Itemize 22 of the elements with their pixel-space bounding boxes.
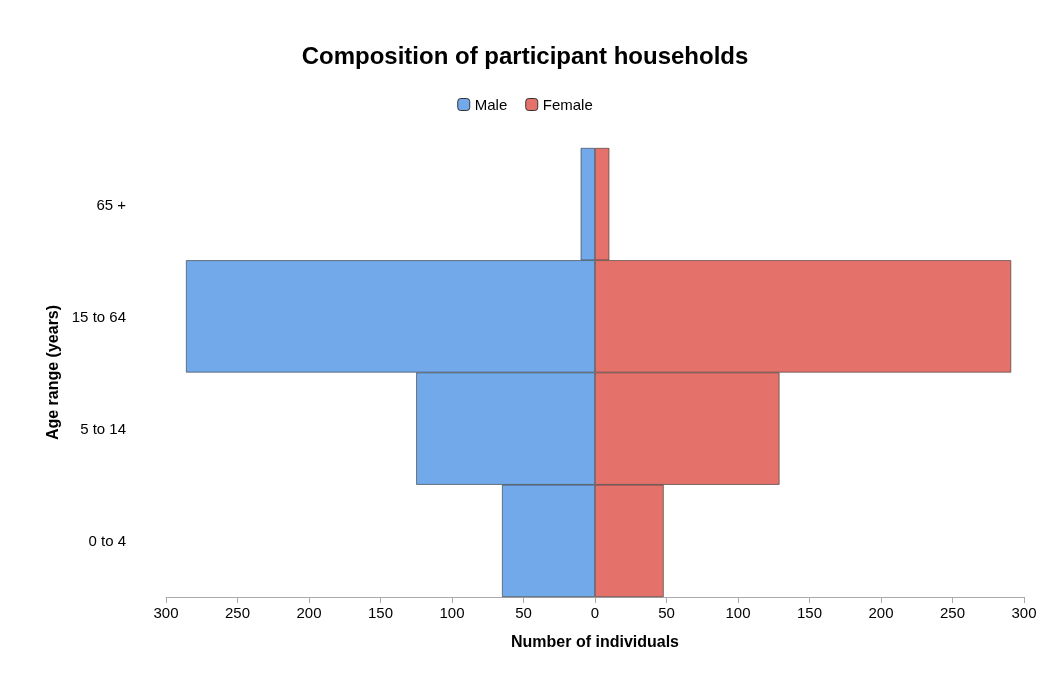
legend-label: Male: [474, 96, 508, 113]
y-tick-label: 15 to 64: [71, 307, 126, 325]
x-tick-label: 200: [296, 604, 322, 621]
x-tick-label: 100: [725, 604, 751, 621]
chart-title: Composition of participant households: [301, 41, 749, 69]
y-tick-label: 0 to 4: [88, 532, 126, 550]
x-tick-label: 200: [868, 604, 894, 621]
y-tick-label: 5 to 14: [80, 420, 126, 438]
x-tick-label: 50: [515, 604, 532, 621]
x-tick-label: 300: [153, 604, 179, 621]
y-axis-title: Age range (years): [44, 304, 62, 441]
legend-label: Female: [542, 96, 593, 113]
x-tick-label: 150: [367, 604, 394, 621]
x-tick-label: 0: [590, 604, 600, 621]
x-tick-label: 150: [796, 604, 823, 621]
x-tick-label: 100: [439, 604, 465, 621]
x-tick-label: 250: [224, 604, 251, 621]
x-axis-title: Number of individuals: [510, 632, 680, 650]
x-tick-label: 300: [1011, 604, 1037, 621]
x-tick-label: 50: [658, 604, 675, 621]
x-tick-label: 250: [939, 604, 966, 621]
y-tick-label: 65 +: [96, 195, 127, 213]
